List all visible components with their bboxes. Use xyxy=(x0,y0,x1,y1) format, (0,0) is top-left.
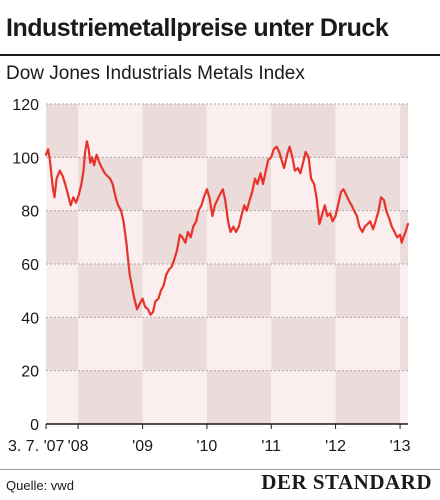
x-tick-label: '11 xyxy=(261,438,281,455)
title-rule xyxy=(0,54,440,56)
background-band xyxy=(46,210,79,264)
background-band xyxy=(335,104,401,158)
x-tick-label: 3. 7. '07 xyxy=(8,438,65,455)
publisher-logo: DER STANDARD xyxy=(261,470,432,494)
background-band xyxy=(142,264,207,318)
background-band xyxy=(46,104,79,158)
x-tick-label: '09 xyxy=(132,438,153,455)
background-band xyxy=(78,157,143,211)
footer-rule xyxy=(0,469,440,470)
background-band xyxy=(142,317,207,371)
background-band xyxy=(142,157,207,211)
background-band xyxy=(271,157,336,211)
background-band xyxy=(78,370,143,424)
y-tick-label: 40 xyxy=(21,310,39,327)
background-band xyxy=(400,370,408,424)
background-band xyxy=(142,370,207,424)
x-tick-label: '12 xyxy=(325,438,346,455)
background-band xyxy=(271,104,336,158)
y-tick-label: 120 xyxy=(12,97,39,114)
chart-subtitle: Dow Jones Industrials Metals Index xyxy=(6,63,305,84)
x-tick-label: '10 xyxy=(196,438,217,455)
y-tick-label: 80 xyxy=(21,204,39,221)
background-band xyxy=(335,370,401,424)
background-band xyxy=(206,104,272,158)
background-band xyxy=(206,210,272,264)
y-axis-ticks: 0 20 40 60 80 100 120 xyxy=(12,97,39,434)
background-band xyxy=(142,104,207,158)
y-tick-label: 0 xyxy=(30,417,39,434)
background-band xyxy=(46,317,79,371)
background-band xyxy=(335,157,401,211)
background-band xyxy=(400,104,408,158)
background-band xyxy=(78,317,143,371)
background-band xyxy=(206,370,272,424)
background-band xyxy=(206,317,272,371)
x-tick-label: '08 xyxy=(68,438,89,455)
background-band xyxy=(46,370,79,424)
background-band xyxy=(78,210,143,264)
background-band xyxy=(335,317,401,371)
x-tick-label: '13 xyxy=(390,438,411,455)
background-band xyxy=(400,264,408,318)
background-band xyxy=(271,210,336,264)
y-tick-label: 60 xyxy=(21,257,39,274)
background-band xyxy=(335,264,401,318)
source-note: Quelle: vwd xyxy=(6,478,74,493)
background-band xyxy=(271,370,336,424)
chart-title: Industriemetallpreise unter Druck xyxy=(6,14,389,42)
series-line xyxy=(44,140,410,316)
y-tick-label: 20 xyxy=(21,364,39,381)
y-tick-label: 100 xyxy=(12,150,39,167)
background-band xyxy=(400,317,408,371)
background-band xyxy=(206,264,272,318)
series-group xyxy=(44,140,410,316)
background-band xyxy=(46,264,79,318)
background-band xyxy=(271,317,336,371)
x-axis-ticks: 3. 7. '07'08 '09 '10 '11 '12 '13 xyxy=(8,424,411,455)
background-band xyxy=(400,157,408,211)
background-band xyxy=(271,264,336,318)
